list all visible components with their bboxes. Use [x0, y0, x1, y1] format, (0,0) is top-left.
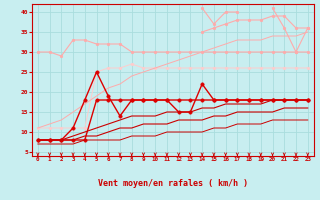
X-axis label: Vent moyen/en rafales ( km/h ): Vent moyen/en rafales ( km/h )	[98, 179, 248, 188]
